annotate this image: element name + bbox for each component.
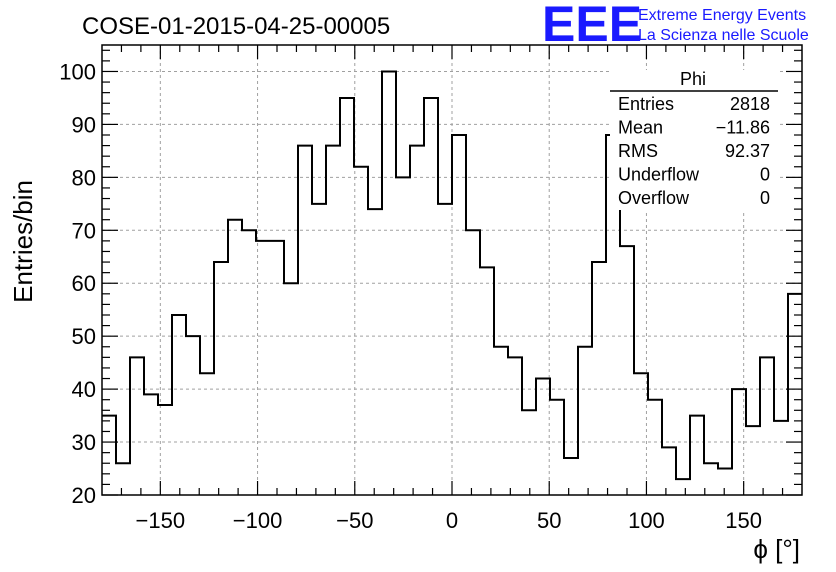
logo: EEE Extreme Energy Events La Scienza nel…	[542, 0, 809, 52]
histogram-bin	[648, 400, 662, 495]
histogram-bin	[690, 416, 704, 495]
x-tick-label: −100	[233, 508, 283, 533]
chart-title: COSE-01-2015-04-25-00005	[82, 13, 390, 40]
stats-value: 2818	[730, 94, 770, 114]
histogram-bin	[676, 479, 690, 495]
logo-line1: Extreme Energy Events	[638, 7, 806, 24]
stats-title: Phi	[680, 69, 706, 89]
stats-box-bg	[610, 70, 780, 210]
y-tick-label: 30	[72, 430, 96, 455]
histogram-bin	[578, 347, 592, 495]
histogram-bin	[564, 458, 578, 495]
y-tick-label: 60	[72, 271, 96, 296]
histogram-bin	[130, 357, 144, 495]
y-tick-label: 40	[72, 377, 96, 402]
y-tick-label: 90	[72, 112, 96, 137]
axis-ticks	[102, 45, 802, 496]
histogram-line	[102, 70, 802, 481]
stats-value: 0	[760, 188, 770, 208]
histogram-bin	[662, 447, 676, 495]
logo-mark: EEE	[542, 0, 642, 52]
y-tick-label: 100	[59, 59, 96, 84]
histogram-bin	[494, 347, 508, 495]
stats-value: 0	[760, 165, 770, 185]
histogram-bin	[354, 167, 368, 495]
histogram-bin	[550, 400, 564, 495]
histogram-bins	[102, 70, 802, 495]
histogram-bin	[760, 357, 774, 495]
histogram-bin	[382, 71, 396, 495]
histogram-bin	[522, 410, 536, 495]
histogram-bin	[186, 336, 200, 495]
stats-label: Overflow	[618, 188, 690, 208]
x-tick-label: 100	[628, 508, 665, 533]
stats-value: 92.37	[725, 141, 770, 161]
histogram-bin	[340, 98, 354, 495]
x-tick-label: 150	[725, 508, 762, 533]
histogram-bin	[438, 204, 452, 495]
histogram-bin	[242, 230, 256, 495]
histogram-bin	[102, 416, 116, 495]
histogram-bin	[368, 209, 382, 495]
histogram-bin	[410, 146, 424, 495]
histogram-bin	[718, 469, 732, 495]
stats-label: RMS	[618, 141, 658, 161]
histogram-bin	[592, 262, 606, 495]
histogram-bin	[466, 230, 480, 495]
histogram-bin	[452, 135, 466, 495]
histogram-bin	[620, 246, 634, 495]
histogram-bin	[200, 373, 214, 495]
histogram-bin	[508, 357, 522, 495]
histogram-bin	[774, 421, 788, 495]
histogram-bin	[396, 177, 410, 495]
y-axis-label: Entries/bin	[8, 180, 38, 303]
histogram-bin	[732, 389, 746, 495]
histogram-bin	[172, 315, 186, 495]
histogram-bin	[144, 394, 158, 495]
y-tick-label: 50	[72, 324, 96, 349]
histogram-bin	[746, 426, 760, 495]
histogram-bin	[634, 373, 648, 495]
x-tick-label: −150	[136, 508, 186, 533]
stats-rows: Entries 2818 Mean −11.86 RMS 92.37 Underflow 0 O…	[618, 94, 770, 208]
histogram-bin	[116, 463, 130, 495]
histogram-bin	[256, 241, 270, 495]
stats-value: −11.86	[716, 118, 770, 138]
histogram-bin	[270, 241, 284, 495]
stats-label: Entries	[618, 94, 674, 114]
x-tick-label: −50	[336, 508, 373, 533]
histogram-bin	[788, 294, 802, 495]
histogram-bin	[480, 267, 494, 495]
y-tick-label: 20	[72, 483, 96, 508]
stats-label: Mean	[618, 118, 663, 138]
histogram-bin	[326, 146, 340, 495]
histogram-bin	[284, 283, 298, 495]
histogram-bin	[298, 146, 312, 495]
histogram-bin	[424, 98, 438, 495]
y-tick-label: 80	[72, 165, 96, 190]
logo-line2: La Scienza nelle Scuole	[638, 27, 809, 44]
histogram-bin	[214, 262, 228, 495]
histogram-bin	[536, 379, 550, 495]
histogram-bin	[228, 220, 242, 495]
stats-box: Phi Entries 2818 Mean −11.86 RMS 92.37 Underfl…	[610, 69, 780, 210]
x-axis-label: ϕ [°]	[753, 534, 800, 564]
histogram-bin	[312, 204, 326, 495]
y-tick-label: 70	[72, 218, 96, 243]
histogram-bin	[704, 463, 718, 495]
x-tick-labels: −150 −100 −50 0 50 100 150	[136, 508, 762, 533]
stats-label: Underflow	[618, 165, 700, 185]
y-tick-labels: 20 30 40 50 60 70 80 90 100	[59, 59, 96, 508]
x-tick-label: 50	[537, 508, 561, 533]
x-tick-label: 0	[446, 508, 458, 533]
